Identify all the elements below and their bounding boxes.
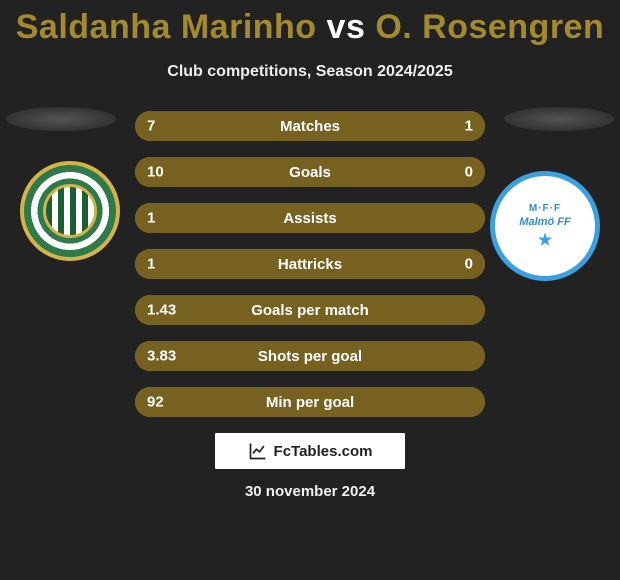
club2-crest-text: Malmö FF xyxy=(519,216,570,228)
watermark: FcTables.com xyxy=(215,433,405,469)
stats-rows: 71Matches100Goals1Assists10Hattricks1.43… xyxy=(135,111,485,417)
stat-label: Min per goal xyxy=(266,394,354,411)
stat-row: 1 0 Hattricks xyxy=(135,249,485,279)
stat-value-left: 1.43 xyxy=(147,302,176,319)
stat-value-left: 7 xyxy=(147,118,155,135)
stat-label: Shots per goal xyxy=(258,348,362,365)
club2-crest: M·F·F Malmö FF ★ xyxy=(490,171,600,281)
stat-value-left: 1 xyxy=(147,210,155,227)
player1-name: Saldanha Marinho xyxy=(16,8,317,46)
stat-value-right: 0 xyxy=(465,256,473,273)
stat-value-right: 0 xyxy=(465,164,473,181)
stat-row: 3.83 Shots per goal xyxy=(135,341,485,371)
watermark-text: FcTables.com xyxy=(274,443,373,460)
club1-crest xyxy=(20,161,120,261)
stat-label: Goals per match xyxy=(251,302,369,319)
vs-text: vs xyxy=(327,8,366,46)
player2-name: O. Rosengren xyxy=(375,8,604,46)
page-title: Saldanha Marinho vs O. Rosengren xyxy=(0,0,620,47)
stat-value-right: 1 xyxy=(465,118,473,135)
stat-value-left: 92 xyxy=(147,394,164,411)
stat-row: 1 Assists xyxy=(135,203,485,233)
stat-value-left: 1 xyxy=(147,256,155,273)
player2-photo-placeholder xyxy=(504,107,614,131)
club1-crest-inner xyxy=(43,184,97,238)
stat-value-left: 10 xyxy=(147,164,164,181)
stat-label: Matches xyxy=(280,118,340,135)
comparison-content: M·F·F Malmö FF ★ 71Matches100Goals1Assis… xyxy=(0,111,620,500)
stat-label: Goals xyxy=(289,164,331,181)
stat-row: 92 Min per goal xyxy=(135,387,485,417)
stat-row: 7 1 Matches xyxy=(135,111,485,141)
subtitle: Club competitions, Season 2024/2025 xyxy=(0,63,620,81)
date-text: 30 november 2024 xyxy=(0,483,620,500)
stat-value-left: 3.83 xyxy=(147,348,176,365)
stat-label: Assists xyxy=(283,210,336,227)
stat-fill-right xyxy=(441,111,485,141)
chart-icon xyxy=(248,441,268,461)
stat-label: Hattricks xyxy=(278,256,342,273)
stat-row: 1.43 Goals per match xyxy=(135,295,485,325)
player1-photo-placeholder xyxy=(6,107,116,131)
stat-row: 10 0 Goals xyxy=(135,157,485,187)
club2-crest-top: M·F·F xyxy=(529,203,561,214)
club2-crest-star-icon: ★ xyxy=(538,230,552,250)
